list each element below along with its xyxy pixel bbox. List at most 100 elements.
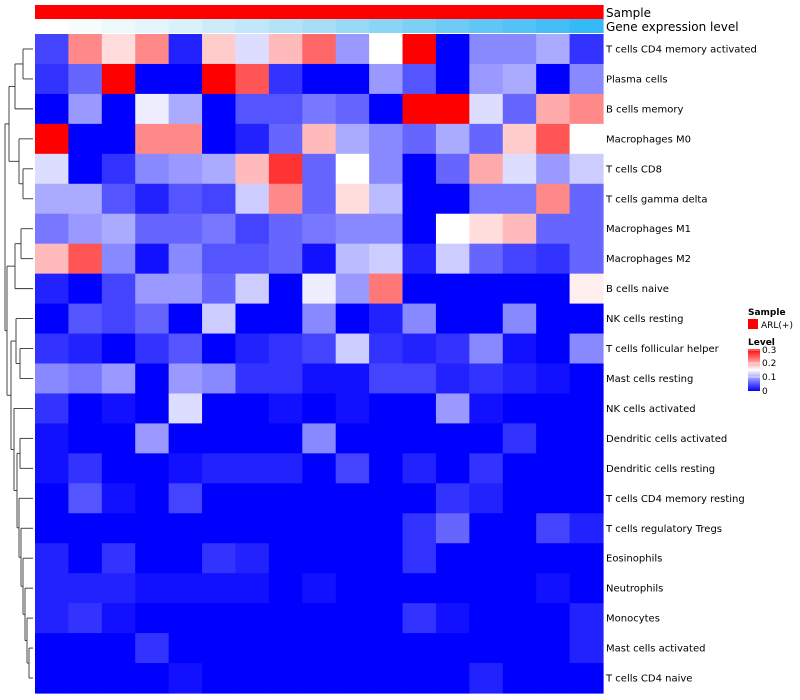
annotation-expression-cell xyxy=(302,19,337,33)
heatmap-cell xyxy=(68,453,103,484)
heatmap-cell xyxy=(202,333,237,365)
heatmap-cell xyxy=(268,603,303,634)
heatmap-cell xyxy=(268,513,303,544)
annotation-sample-cell xyxy=(302,5,337,19)
heatmap-cell xyxy=(435,603,470,634)
heatmap-cell xyxy=(335,423,370,454)
heatmap-cell xyxy=(569,273,604,305)
heatmap-cell xyxy=(369,153,404,185)
heatmap-cell xyxy=(369,423,404,454)
heatmap-cell xyxy=(402,543,437,574)
heatmap-cell xyxy=(135,363,170,395)
heatmap-cell xyxy=(35,183,70,215)
heatmap-cell xyxy=(536,243,571,275)
legend: Sample ARL(+) Level 0.3 0.2 0.1 0 xyxy=(748,308,793,397)
heatmap-cell xyxy=(335,453,370,484)
heatmap-cell xyxy=(402,273,437,305)
heatmap-cell xyxy=(302,273,337,305)
heatmap-cell xyxy=(469,213,504,245)
legend-level-title: Level xyxy=(748,338,775,348)
heatmap-cell xyxy=(302,363,337,395)
row-label: Macrophages M1 xyxy=(606,224,691,235)
row-label: Macrophages M0 xyxy=(606,134,691,145)
heatmap-cell xyxy=(402,34,437,65)
heatmap-cell xyxy=(235,243,270,275)
heatmap-cell xyxy=(202,423,237,454)
heatmap-cell xyxy=(536,543,571,574)
heatmap-cell xyxy=(302,63,337,95)
heatmap-cell xyxy=(302,93,337,125)
heatmap-cell xyxy=(536,333,571,365)
heatmap-cell xyxy=(268,303,303,335)
heatmap-cell xyxy=(536,603,571,634)
heatmap-cell xyxy=(335,543,370,574)
heatmap-cell xyxy=(402,603,437,634)
heatmap-cell xyxy=(235,273,270,305)
heatmap-cell xyxy=(101,333,136,365)
heatmap-cell xyxy=(435,513,470,544)
annotation-expression-cell xyxy=(369,19,404,33)
heatmap-cell xyxy=(536,363,571,395)
heatmap-cell xyxy=(369,273,404,305)
heatmap-cell xyxy=(402,123,437,155)
annotation-expression-cell xyxy=(168,19,203,33)
heatmap-cell xyxy=(402,333,437,365)
heatmap-cell xyxy=(101,183,136,215)
annotation-expression-cell xyxy=(235,19,270,33)
heatmap-cell xyxy=(135,34,170,65)
annotation-sample-cell xyxy=(536,5,571,19)
heatmap-cell xyxy=(101,573,136,604)
heatmap-cell xyxy=(369,483,404,514)
heatmap-cell xyxy=(101,93,136,125)
heatmap-cell xyxy=(536,453,571,484)
heatmap-cell xyxy=(302,483,337,514)
row-label: Macrophages M2 xyxy=(606,254,691,265)
heatmap-cell xyxy=(302,453,337,484)
heatmap-cell xyxy=(502,153,537,185)
heatmap-cell xyxy=(135,93,170,125)
annotation-sample-cell xyxy=(68,5,103,19)
heatmap-cell xyxy=(569,663,604,694)
heatmap-cell xyxy=(536,273,571,305)
annotation-expression-cell xyxy=(569,19,604,33)
heatmap-cell xyxy=(35,483,70,514)
heatmap-cell xyxy=(335,34,370,65)
heatmap-cell xyxy=(569,34,604,65)
heatmap-cell xyxy=(68,63,103,95)
heatmap-cell xyxy=(435,423,470,454)
heatmap-cell xyxy=(101,423,136,454)
column-annotations xyxy=(35,5,604,33)
heatmap-cell xyxy=(35,573,70,604)
row-label: B cells memory xyxy=(606,104,683,115)
heatmap-cell xyxy=(302,543,337,574)
heatmap-cell xyxy=(502,243,537,275)
heatmap-cell xyxy=(569,603,604,634)
heatmap-cell xyxy=(536,183,571,215)
heatmap-cell xyxy=(369,513,404,544)
heatmap-cell xyxy=(68,303,103,335)
heatmap-cell xyxy=(68,153,103,185)
heatmap-cell xyxy=(536,573,571,604)
heatmap-cell xyxy=(168,483,203,514)
row-label: Mast cells activated xyxy=(606,644,705,655)
heatmap-cell xyxy=(369,453,404,484)
heatmap-cell xyxy=(335,363,370,395)
heatmap-cell xyxy=(569,573,604,604)
heatmap-cell xyxy=(502,303,537,335)
heatmap-cell xyxy=(435,93,470,125)
heatmap-cell xyxy=(435,303,470,335)
heatmap-cell xyxy=(569,633,604,664)
heatmap-cell xyxy=(335,183,370,215)
heatmap-cell xyxy=(502,63,537,95)
heatmap-cell xyxy=(235,153,270,185)
heatmap-cell xyxy=(302,213,337,245)
heatmap-cell xyxy=(35,453,70,484)
row-dendrogram xyxy=(4,48,33,679)
heatmap-cell xyxy=(502,363,537,395)
heatmap-cell xyxy=(168,183,203,215)
heatmap-cell xyxy=(168,543,203,574)
heatmap-cell xyxy=(35,243,70,275)
heatmap-cell xyxy=(469,393,504,425)
heatmap-cell xyxy=(101,303,136,335)
heatmap-cell xyxy=(168,153,203,185)
